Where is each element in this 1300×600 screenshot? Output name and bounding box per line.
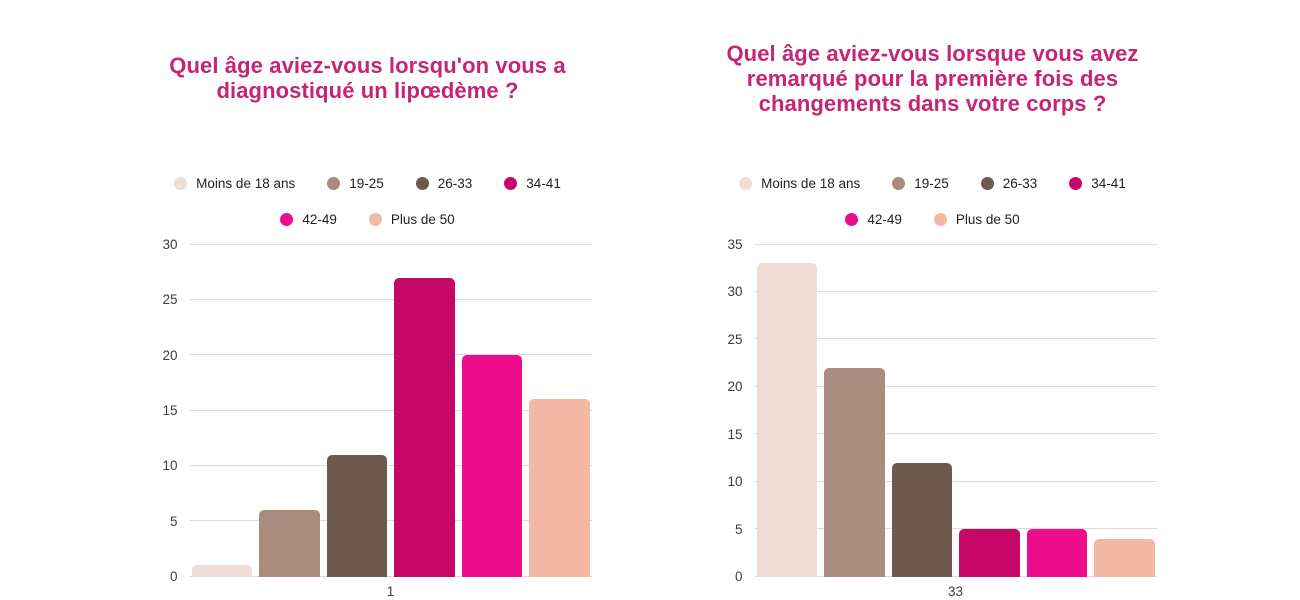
y-tick-label: 15 [162,402,178,418]
y-tick-label: 20 [162,347,178,363]
bar-plus-de-50 [529,399,590,577]
legend-swatch-icon [892,177,906,190]
y-tick-label: 0 [734,568,743,584]
legend-swatch-icon [845,213,859,226]
legend-label: 34-41 [526,176,561,191]
y-axis-labels: 0 5 10 15 20 25 30 [144,238,190,583]
bar-34-41 [959,529,1020,577]
gridline [189,298,592,300]
y-tick-label: 35 [727,236,743,252]
legend-item-42-49: 42-49 [845,212,902,227]
x-axis-label: 1 [386,583,395,599]
legend-swatch-icon [504,177,518,190]
y-tick-label: 0 [169,568,178,584]
legend-label: Plus de 50 [955,212,1020,227]
legend-swatch-icon [327,177,341,190]
legend-item-26-33: 26-33 [980,176,1038,191]
y-tick-label: 5 [734,521,743,537]
y-tick-label: 5 [169,513,178,529]
plot-area [754,243,1157,577]
gridline [189,464,592,466]
y-tick-label: 25 [727,331,743,347]
legend-item-42-49: 42-49 [280,212,337,227]
chart-title: Quel âge aviez-vous lorsqu'on vous a dia… [169,53,566,104]
y-tick-label: 10 [727,473,743,489]
legend-swatch-icon [368,213,382,226]
bar-plus-de-50 [1094,538,1155,577]
legend-label: Moins de 18 ans [761,176,861,191]
gridline [189,520,592,522]
legend-row: 42-49 Plus de 50 [174,207,561,233]
plot-area [189,243,592,577]
y-tick-label: 20 [727,379,743,395]
y-tick-label: 30 [162,236,178,252]
gridline [189,409,592,411]
bar-42-49 [1026,529,1087,577]
legend: Moins de 18 ans 19-25 26-33 34-41 42-49 Plus … [739,171,1126,233]
gridline [754,385,1157,387]
legend-label: 42-49 [867,212,902,227]
legend-label: 42-49 [302,212,337,227]
bar-26-33 [891,462,952,577]
legend-label: 19-25 [914,176,949,191]
y-tick-label: 30 [727,284,743,300]
x-axis-label: 33 [947,583,964,599]
y-tick-label: 15 [727,426,743,442]
legend-label: 19-25 [349,176,384,191]
gridline [189,243,592,245]
gridline [754,480,1157,482]
chart-first-changes-age: Quel âge aviez-vous lorsque vous avez re… [675,8,1190,600]
legend-item-26-33: 26-33 [415,176,473,191]
bars [191,245,590,577]
y-tick-label: 10 [162,458,178,474]
legend-row: Moins de 18 ans 19-25 26-33 34-41 [174,171,561,197]
legend-item-plus-de-50: Plus de 50 [368,212,455,227]
bar-34-41 [394,277,455,577]
legend-item-19-25: 19-25 [327,176,384,191]
gridline [754,290,1157,292]
bars [756,245,1155,577]
legend-swatch-icon [739,177,753,190]
bar-19-25 [824,367,885,577]
legend-swatch-icon [933,213,947,226]
bar-42-49 [461,355,522,577]
gridline [754,243,1157,245]
legend-label: Moins de 18 ans [196,176,296,191]
gridline [754,433,1157,435]
bar-19-25 [259,510,320,577]
legend-row: 42-49 Plus de 50 [739,207,1126,233]
gridline [754,338,1157,340]
gridline [189,354,592,356]
legend-row: Moins de 18 ans 19-25 26-33 34-41 [739,171,1126,197]
legend-item-19-25: 19-25 [892,176,949,191]
gridline [754,575,1157,577]
legend-swatch-icon [280,213,294,226]
legend-label: 26-33 [437,176,473,191]
legend-item-plus-de-50: Plus de 50 [933,212,1020,227]
legend-label: 34-41 [1091,176,1126,191]
chart-diagnosis-age: Quel âge aviez-vous lorsqu'on vous a dia… [110,8,625,600]
legend-item-34-41: 34-41 [504,176,561,191]
legend-label: 26-33 [1002,176,1038,191]
bar-moins-de-18-ans [756,263,817,577]
y-axis-labels: 0 5 10 15 20 25 30 35 [709,238,755,583]
y-tick-label: 25 [162,292,178,308]
gridline [189,575,592,577]
legend: Moins de 18 ans 19-25 26-33 34-41 42-49 Plus … [174,171,561,233]
legend-item-moins-de-18-ans: Moins de 18 ans [174,176,295,191]
plot-wrap: 0 5 10 15 20 25 30 [144,238,592,583]
bar-moins-de-18-ans [191,565,252,577]
legend-swatch-icon [1069,177,1083,190]
legend-label: Plus de 50 [390,212,455,227]
legend-swatch-icon [174,177,188,190]
bar-26-33 [326,454,387,577]
legend-swatch-icon [415,177,429,190]
legend-item-34-41: 34-41 [1069,176,1126,191]
gridline [754,528,1157,530]
legend-swatch-icon [980,177,994,190]
plot-wrap: 0 5 10 15 20 25 30 35 [709,238,1157,583]
chart-title: Quel âge aviez-vous lorsque vous avez re… [726,40,1139,116]
legend-item-moins-de-18-ans: Moins de 18 ans [739,176,860,191]
